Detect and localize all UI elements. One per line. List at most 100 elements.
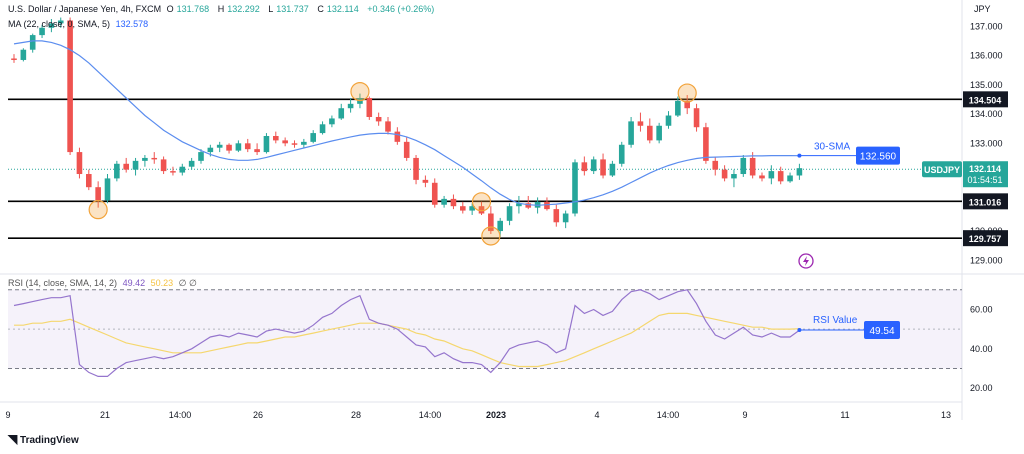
ohlc-close: C 132.114 [317,4,359,14]
candle-body [385,121,391,132]
price-tick-label: 136.000 [970,51,1003,61]
swing-point-circle [350,81,370,102]
candle-body [516,203,522,207]
swing-point-circle [88,200,108,220]
candle-body [347,103,354,109]
time-tick-label: 14:00 [169,410,192,420]
ma-legend[interactable]: MA (22, close, 0, SMA, 5) 132.578 [8,19,151,29]
swing-point-circle [471,192,492,212]
candle-body [254,149,260,153]
candle-body [553,209,560,223]
candle-body [431,182,438,205]
symbol-tag-text: USDJPY [924,165,960,175]
candle-body [226,144,232,151]
level-price-tag [963,193,1008,210]
candle-body [581,162,588,172]
candle-body [506,206,513,221]
price-tick-label: 135.000 [970,80,1003,90]
candle-body [721,169,728,179]
candle-body [768,171,775,179]
candle-body [572,162,578,214]
candle-body [628,121,634,145]
candle-body [123,163,129,170]
candle-body [647,125,653,141]
candle-body [57,20,64,24]
candle-body [142,157,148,161]
ma-30-line [13,40,800,206]
price-tick-label: 133.000 [970,138,1003,148]
level-price-tag [963,91,1008,108]
candle-body [544,201,550,210]
candle-body [207,147,214,153]
time-tick-label: 2023 [486,410,506,420]
candle-body [114,163,120,179]
tradingview-logo-icon: ◥ [8,432,18,446]
ma-annotation-text: 30-SMA [814,142,850,153]
candle-body [478,206,485,214]
candle-body [497,220,503,232]
tradingview-logo-text: TradingView [20,435,79,446]
candle-body [291,143,298,145]
level-price-tag-text: 134.504 [969,95,1002,105]
rsi-tick-label: 60.00 [970,304,993,314]
rsi-annotation-value-box [864,321,900,340]
current-price-tag [963,161,1008,188]
ohlc-low: L 131.737 [268,4,309,14]
price-tick-label: 129.000 [970,255,1003,265]
ohlc-high: H 132.292 [217,4,260,14]
candle-body [731,174,737,179]
rsi-legend[interactable]: RSI (14, close, SMA, 14, 2) 49.42 50.23 … [8,278,200,289]
candle-body [244,143,251,150]
symbol-tag [922,161,962,178]
candle-body [590,159,597,172]
candle-body [375,116,382,122]
time-tick-label: 13 [941,410,951,420]
time-tick-label: 9 [742,410,747,420]
candle-body [525,203,532,208]
candle-body [618,144,625,164]
time-tick-label: 28 [351,410,361,420]
level-price-tag-text: 131.016 [969,197,1002,207]
candle-body [216,144,223,148]
candle-body [675,100,681,116]
rsi-annotation-value: 49.54 [869,326,894,337]
ma-annotation-value: 132.560 [860,152,897,163]
rsi-tick-label: 20.00 [970,383,993,393]
candle-body [562,213,569,223]
ma-label: MA (22, close, 0, SMA, 5) [8,19,111,29]
time-tick-label: 14:00 [419,410,442,420]
candle-body [179,166,186,173]
candle-body [609,163,616,176]
rsi-ma-line [14,312,800,368]
candle-body [95,187,101,201]
candle-body [48,23,55,28]
candle-body [39,27,45,36]
candle-body [301,141,307,145]
candle-body [76,152,83,175]
time-tick-label: 14:00 [657,410,680,420]
ohlc-open: O 131.768 [166,4,210,14]
candle-body [20,49,27,60]
candle-body [11,58,17,60]
symbol-legend: U.S. Dollar / Japanese Yen, 4h, FXCM O 13… [8,4,437,14]
candle-body [460,206,466,211]
candle-body [151,157,158,160]
ma-value: 132.578 [115,19,149,29]
candle-body [104,178,111,201]
candle-body [263,136,270,153]
candle-body [787,175,793,182]
candle-body [665,115,672,126]
candle-body [777,171,784,182]
candle-body [160,159,167,172]
countdown-text: 01:54:51 [967,175,1002,185]
candle-body [338,108,345,119]
candle-body [282,140,288,144]
tradingview-logo[interactable]: ◥ TradingView [8,432,79,446]
rsi-tick-label: 40.00 [970,344,993,354]
candle-body [235,143,242,151]
rsi-extra: ∅ ∅ [178,278,197,288]
candle-body [310,133,316,142]
price-tick-label: 137.000 [970,21,1003,31]
candle-body [469,206,475,211]
